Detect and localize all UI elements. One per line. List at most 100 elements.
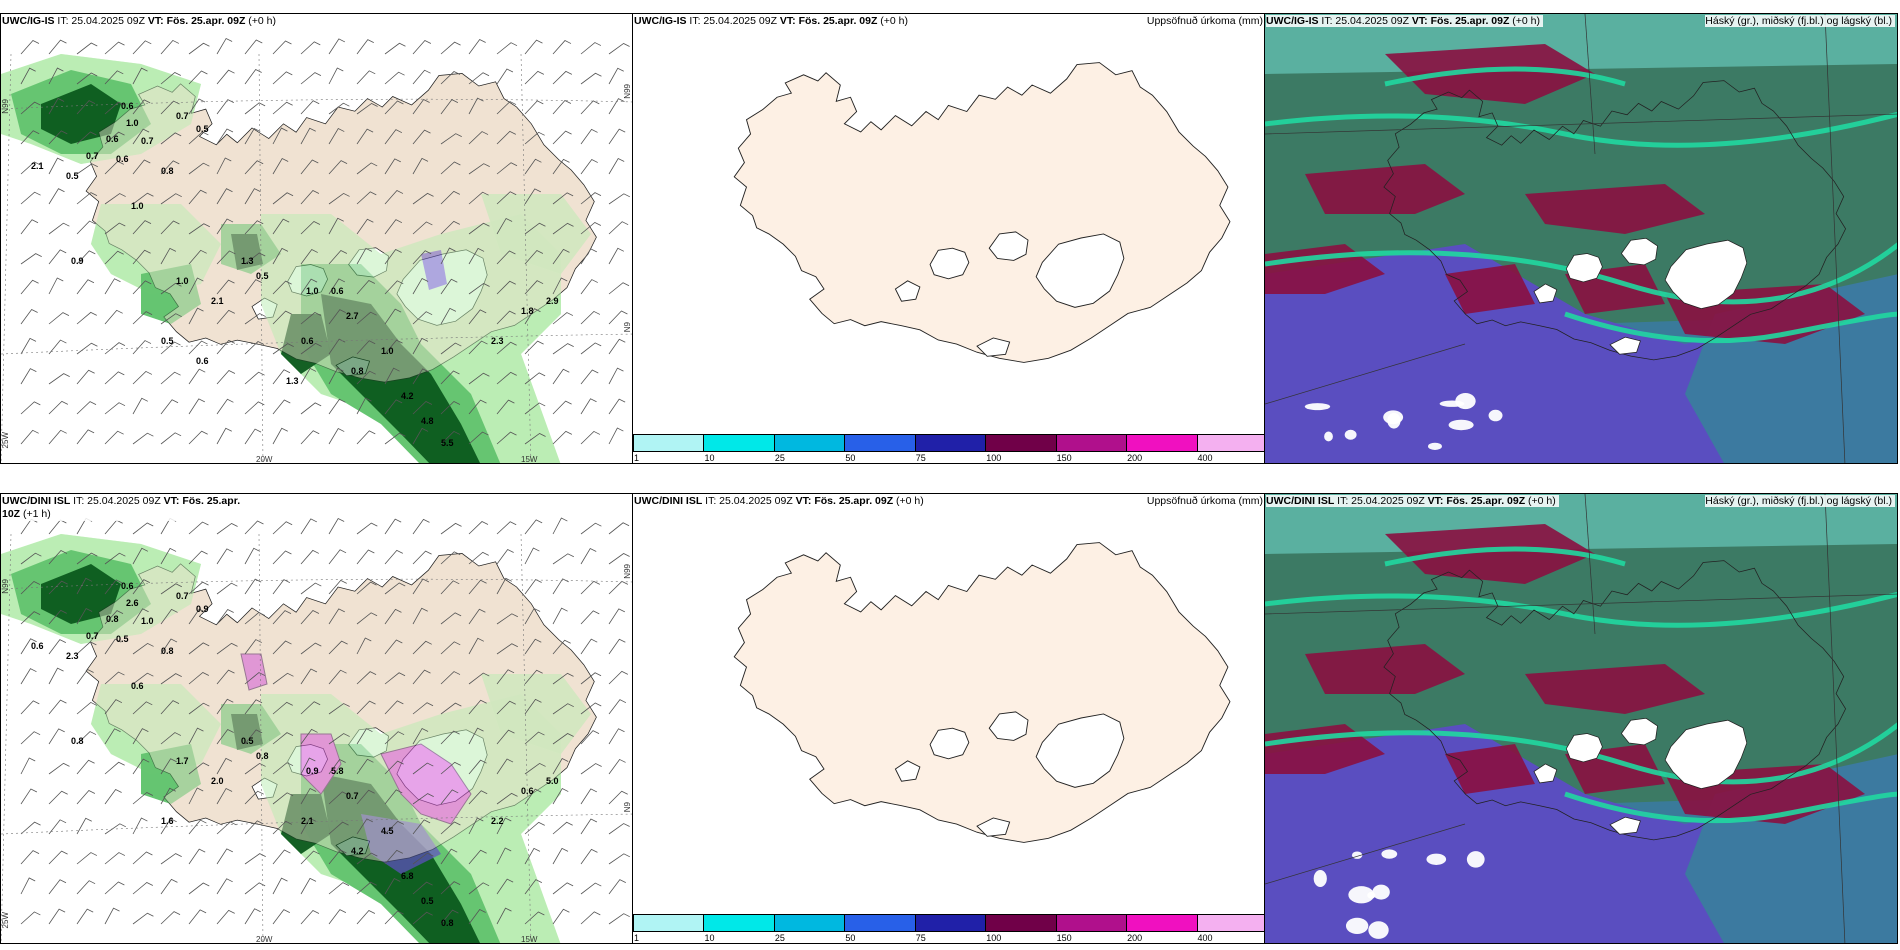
wind-barb: [384, 158, 401, 175]
wind-barb: [468, 672, 490, 685]
wind-barb: [48, 550, 68, 565]
wind-barb: [160, 282, 182, 295]
wind-barb: [244, 729, 263, 745]
wind-barb: [496, 310, 516, 325]
wind-barb: [608, 758, 626, 775]
colorbar-segment: [633, 914, 705, 932]
panel-right-title: Uppsöfnuð úrkoma (mm): [1146, 495, 1263, 507]
precip-value-label: 0.9: [306, 766, 319, 776]
wind-barb: [160, 700, 180, 715]
wind-barb: [412, 98, 430, 115]
map-panel-accum-precip-dini: UWC/DINI ISL IT: 25.04.2025 09Z VT: Fös.…: [632, 493, 1266, 944]
wind-barb: [328, 517, 345, 535]
wind-barb: [356, 191, 377, 205]
wind-barb: [188, 787, 204, 805]
wind-barb: [48, 277, 64, 295]
wind-barb: [524, 308, 541, 325]
wind-barb: [244, 279, 262, 295]
wind-barb: [496, 101, 517, 115]
map-panel-precip-wind-igis: UWC/IG-IS IT: 25.04.2025 09Z VT: Fös. 25…: [0, 13, 634, 464]
wind-barb: [300, 549, 320, 565]
wind-barb: [48, 67, 64, 85]
wind-barb: [580, 222, 602, 235]
wind-barb: [188, 430, 208, 445]
wind-barb: [76, 668, 94, 685]
precip-value-label: 2.1: [211, 296, 224, 306]
map-panel-precip-wind-dini: UWC/DINI ISL IT: 25.04.2025 09Z VT: Fös.…: [0, 493, 634, 944]
wind-barb: [580, 638, 598, 655]
wind-barb: [524, 911, 545, 925]
wind-barb: [48, 609, 67, 625]
wind-barb: [552, 368, 570, 385]
wind-barb: [608, 553, 630, 565]
wind-barb: [356, 162, 378, 175]
wind-barb: [244, 39, 263, 55]
wind-barb: [552, 882, 574, 895]
wind-barb: [160, 638, 178, 655]
wind-barb: [552, 517, 568, 535]
wind-barb: [608, 638, 626, 655]
wind-barb: [524, 547, 540, 565]
wind-barb: [468, 191, 489, 205]
precip-value-label: 0.5: [196, 124, 209, 134]
graticule: [1265, 494, 1897, 943]
wind-barb: [300, 728, 318, 745]
wind-barb: [328, 367, 344, 385]
wind-barb: [160, 220, 180, 235]
precip-value-label: 0.5: [66, 171, 79, 181]
wind-barb: [524, 372, 546, 385]
wind-barb: [468, 909, 486, 925]
wind-barb: [384, 878, 401, 895]
wind-barb: [132, 432, 154, 445]
precip-value-label: 0.6: [116, 154, 129, 164]
wind-barb: [216, 698, 234, 715]
wind-barb: [440, 702, 462, 715]
wind-barb: [20, 700, 40, 715]
wind-barb: [608, 221, 629, 235]
wind-barb: [272, 192, 294, 205]
wind-barb: [440, 71, 461, 85]
wind-barb: [608, 580, 629, 595]
wind-barb: [272, 849, 291, 865]
precip-value-label: 5.0: [546, 776, 559, 786]
wind-barb: [272, 40, 292, 55]
wind-barb: [496, 521, 517, 535]
wind-barb: [440, 730, 460, 745]
wind-barb: [300, 402, 322, 415]
wind-barb: [76, 759, 95, 775]
wind-barb: [188, 340, 208, 355]
wind-barb: [188, 162, 210, 175]
wind-barb: [272, 732, 294, 745]
wind-barb: [524, 788, 542, 805]
wind-barb: [132, 758, 150, 775]
wind-barb: [580, 548, 597, 565]
wind-barb: [132, 792, 154, 805]
wind-barb: [580, 159, 598, 175]
wind-barb: [524, 340, 544, 355]
wind-barb: [244, 672, 266, 685]
wind-barb: [356, 522, 378, 535]
wind-barb: [132, 311, 153, 325]
lat-label-right-2: N9: [623, 322, 632, 333]
wind-barb: [580, 848, 598, 865]
wind-barb: [20, 668, 37, 685]
wind-barb: [608, 608, 626, 625]
precip-field: [1, 54, 591, 463]
panel-title: UWC/DINI ISL IT: 25.04.2025 09Z VT: Fös.…: [2, 495, 255, 521]
wind-barb: [300, 41, 321, 55]
wind-barb: [272, 218, 290, 235]
wind-barb: [300, 610, 320, 625]
wind-barb: [48, 790, 68, 805]
wind-barb: [440, 612, 462, 625]
wind-barb: [356, 789, 375, 805]
wind-barb: [272, 820, 292, 835]
wind-barb: [76, 192, 98, 205]
wind-barb: [496, 371, 517, 385]
wind-barb: [468, 637, 484, 655]
wind-barb: [76, 401, 97, 415]
wind-barb: [496, 669, 515, 685]
wind-barb: [300, 877, 317, 895]
colorbar-segment: [773, 914, 846, 932]
wind-barb: [524, 39, 543, 55]
wind-barb: [244, 428, 262, 445]
